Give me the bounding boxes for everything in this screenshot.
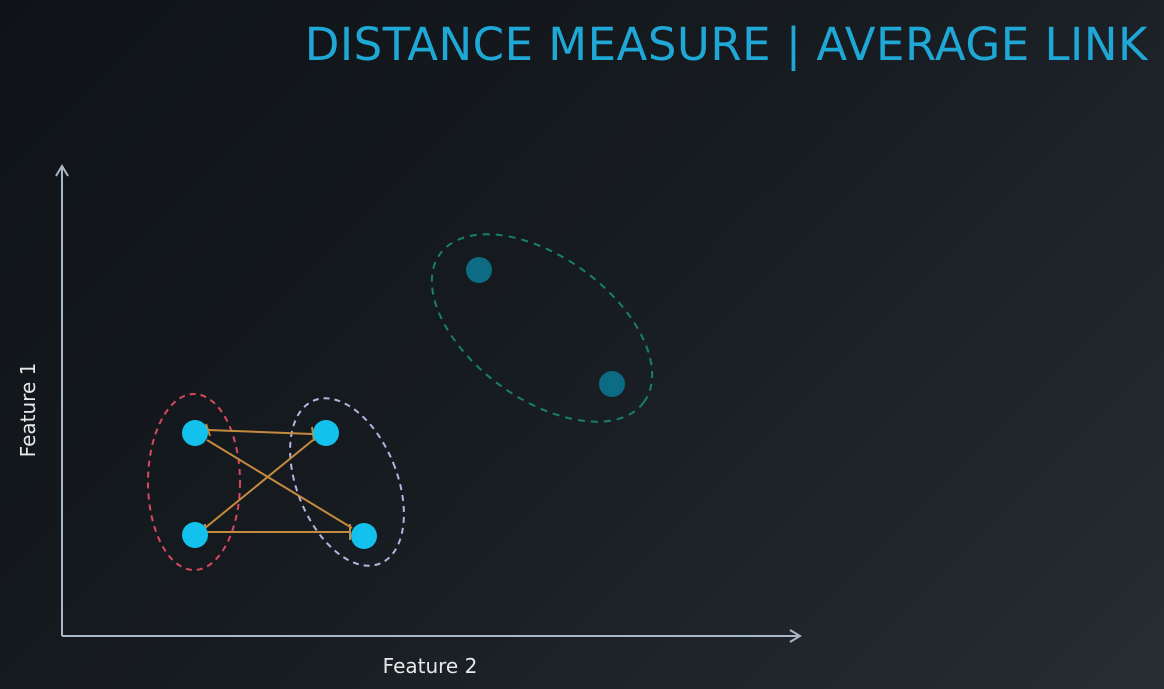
cluster-teal <box>430 233 654 423</box>
cluster-lavender <box>289 397 405 567</box>
y-axis-arrow <box>55 164 69 177</box>
average-link-lines <box>204 423 353 540</box>
link-line <box>207 429 313 435</box>
x-axis-label: Feature 2 <box>383 654 478 678</box>
data-point-dim <box>466 257 492 283</box>
slide-title: DISTANCE MEASURE | AVERAGE LINK <box>304 18 1148 71</box>
y-axis-label: Feature 1 <box>16 363 40 458</box>
data-point <box>313 420 339 446</box>
link-cap <box>311 426 315 442</box>
link-cap <box>205 423 211 437</box>
data-point-dim <box>599 371 625 397</box>
data-point <box>351 523 377 549</box>
x-axis-arrow <box>789 629 802 643</box>
link-line <box>206 439 353 529</box>
axes <box>55 164 802 643</box>
data-point <box>182 420 208 446</box>
data-point <box>182 522 208 548</box>
link-line <box>204 439 314 529</box>
cluster-red <box>147 393 241 571</box>
